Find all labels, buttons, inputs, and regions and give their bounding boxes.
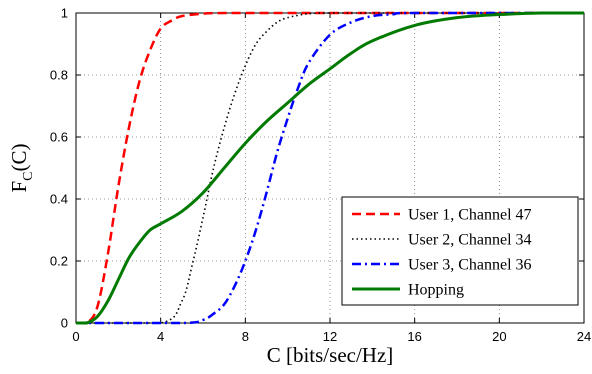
legend-label-2: User 2, Channel 34 — [408, 232, 532, 249]
y-tick-label: 0.8 — [50, 68, 68, 83]
x-tick-label: 12 — [323, 329, 337, 344]
series-line-2 — [76, 12, 584, 324]
legend-label-1: User 1, Channel 47 — [408, 207, 532, 224]
x-tick-label: 8 — [242, 329, 249, 344]
y-tick-label: 1 — [61, 6, 68, 21]
x-tick-label: 4 — [157, 329, 164, 344]
series-line-3 — [76, 11, 584, 325]
y-axis-label: FC(C) — [7, 143, 36, 192]
legend: User 1, Channel 47 User 2, Channel 34 User… — [341, 196, 579, 306]
grid-layer — [76, 13, 584, 323]
x-tick-label: 16 — [407, 329, 421, 344]
y-tick-label: 0.4 — [50, 192, 68, 207]
y-tick-label: 0 — [61, 316, 68, 331]
series-line-4 — [76, 11, 584, 325]
series-layer — [76, 11, 584, 325]
tick-layer: 0 4 8 12 16 20 24 0 0.2 0.4 0.6 0.8 1 — [50, 6, 591, 345]
y-axis-label-main: F — [7, 181, 31, 193]
legend-label-3: User 3, Channel 36 — [408, 257, 532, 274]
x-tick-label: 20 — [492, 329, 506, 344]
x-axis-label: C [bits/sec/Hz] — [267, 343, 394, 367]
x-tick-label: 0 — [72, 329, 79, 344]
legend-label-4: Hopping — [408, 282, 464, 299]
series-line-1 — [76, 11, 584, 325]
x-tick-label: 24 — [577, 329, 591, 344]
y-tick-label: 0.2 — [50, 254, 68, 269]
y-axis-label-suffix: (C) — [7, 143, 31, 171]
y-axis-label-sub: C — [21, 171, 36, 180]
y-tick-label: 0.6 — [50, 130, 68, 145]
